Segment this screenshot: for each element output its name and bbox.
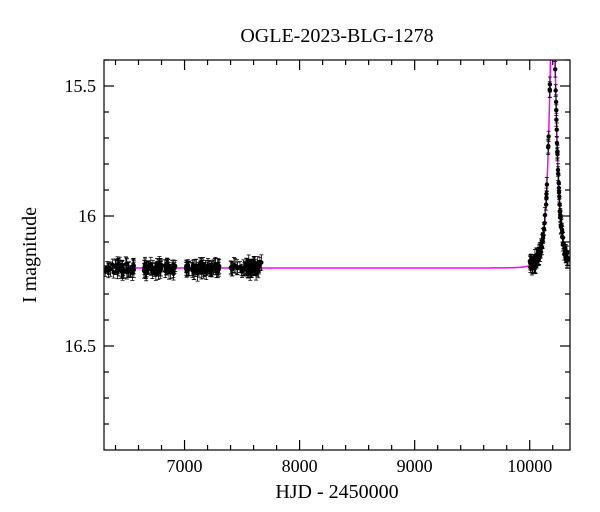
x-axis-label: HJD - 2450000	[275, 481, 398, 503]
ytick-label: 16.5	[65, 336, 97, 356]
y-axis-label: I magnitude	[19, 207, 41, 303]
chart-title: OGLE-2023-BLG-1278	[240, 25, 433, 47]
xtick-label: 10000	[507, 456, 552, 476]
xtick-label: 7000	[167, 456, 203, 476]
lightcurve-chart: 7000 8000 9000 10000 15.5 16 16.5 OGLE-2023-BLG…	[0, 0, 600, 512]
chart-svg: 7000 8000 9000 10000 15.5 16 16.5 OGLE-2023-BLG…	[0, 0, 600, 512]
xtick-label: 9000	[397, 456, 433, 476]
xtick-label: 8000	[282, 456, 318, 476]
ytick-label: 15.5	[65, 76, 97, 96]
ytick-label: 16	[78, 206, 96, 226]
